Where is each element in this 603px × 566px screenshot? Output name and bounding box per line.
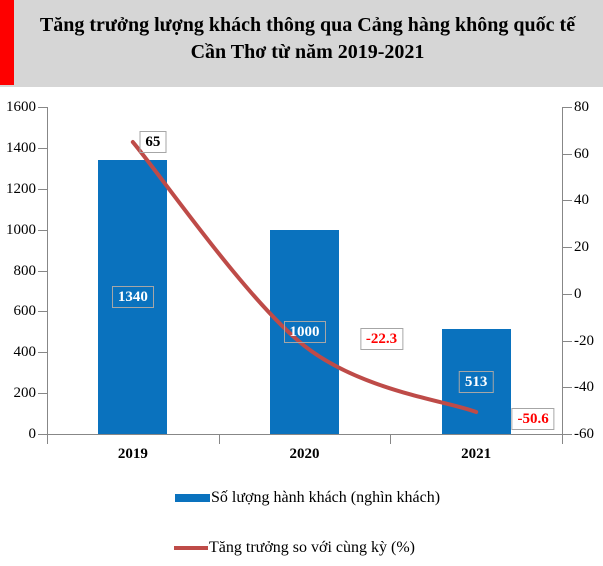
x-axis-tick — [562, 435, 563, 444]
left-axis-tick — [38, 352, 47, 354]
left-axis-tick — [38, 393, 47, 395]
right-axis-tick — [563, 107, 572, 108]
chart-title: Tăng trưởng lượng khách thông qua Cảng h… — [39, 14, 576, 63]
left-axis-tick-label: 1600 — [6, 99, 36, 115]
x-axis-label-2020: 2020 — [289, 446, 320, 462]
x-axis-tick — [390, 435, 392, 444]
line-series-swatch-icon — [174, 546, 208, 550]
bar-data-label-2019: 1340 — [111, 286, 154, 309]
right-axis-tick — [563, 247, 572, 249]
left-axis-tick-label: 600 — [13, 303, 37, 320]
x-axis-tick — [218, 435, 220, 444]
left-axis-tick-label: 1000 — [6, 221, 36, 238]
left-axis-tick — [38, 229, 47, 231]
growth-line-series — [130, 140, 479, 415]
line-data-label-2020: -22.3 — [359, 327, 404, 350]
right-axis-tick-label: 20 — [574, 239, 589, 256]
left-axis-tick-label: 0 — [28, 426, 37, 442]
x-axis-label-2021: 2021 — [461, 446, 492, 462]
x-axis-label-2019: 2019 — [117, 446, 148, 462]
line-data-label-2021: -50.6 — [511, 408, 555, 431]
title-background — [0, 0, 603, 87]
left-axis-tick — [38, 188, 47, 190]
chart-title-bar: Tăng trưởng lượng khách thông qua Cảng h… — [0, 0, 603, 87]
right-axis-tick — [563, 340, 572, 342]
right-axis-line — [562, 107, 563, 434]
x-axis-tick — [47, 435, 48, 444]
left-axis-tick-label: 800 — [13, 262, 37, 279]
left-axis-tick — [38, 270, 47, 272]
bar-series-swatch-icon — [175, 494, 210, 502]
bar-2020 — [270, 229, 339, 434]
left-axis-tick — [38, 311, 47, 313]
line-data-label-2019: 65 — [139, 131, 167, 154]
bar-2021 — [441, 329, 511, 434]
left-axis-tick-label: 1200 — [6, 180, 36, 197]
left-axis-line — [47, 107, 48, 434]
chart-area: Số lượng hành khách (nghìn khách) Tăng t… — [0, 87, 603, 566]
left-axis-tick — [38, 434, 47, 435]
legend-item-growth: Tăng trưởng so với cùng kỳ (%) — [174, 538, 415, 558]
left-axis-tick-label: 200 — [13, 385, 37, 402]
right-axis-tick-label: 60 — [574, 145, 589, 162]
right-axis-tick-label: -60 — [574, 426, 594, 442]
left-axis-tick-label: 1400 — [6, 139, 36, 156]
right-axis-tick — [563, 434, 572, 435]
bar-data-label-2021: 513 — [458, 370, 494, 393]
bar-2019 — [98, 160, 168, 434]
right-axis-tick-label: 0 — [574, 285, 582, 302]
right-axis-tick-label: 40 — [574, 192, 589, 209]
left-axis-tick — [38, 107, 47, 108]
right-axis-tick — [563, 387, 572, 389]
legend-item-passengers: Số lượng hành khách (nghìn khách) — [175, 488, 440, 508]
red-accent-block — [0, 0, 14, 85]
bottom-axis-line — [47, 434, 563, 435]
right-axis-tick — [563, 293, 572, 295]
legend-label-passengers: Số lượng hành khách (nghìn khách) — [211, 489, 441, 506]
right-axis-tick — [563, 153, 572, 155]
bar-data-label-2020: 1000 — [283, 320, 326, 343]
right-axis-tick-label: 80 — [574, 99, 589, 115]
right-axis-tick — [563, 200, 572, 202]
right-axis-tick-label: -40 — [574, 379, 594, 396]
left-axis-tick — [38, 147, 47, 149]
right-axis-tick-label: -20 — [574, 332, 594, 349]
legend-label-growth: Tăng trưởng so với cùng kỳ (%) — [209, 539, 415, 556]
growth-line-path — [130, 140, 479, 415]
left-axis-tick-label: 400 — [13, 344, 37, 361]
